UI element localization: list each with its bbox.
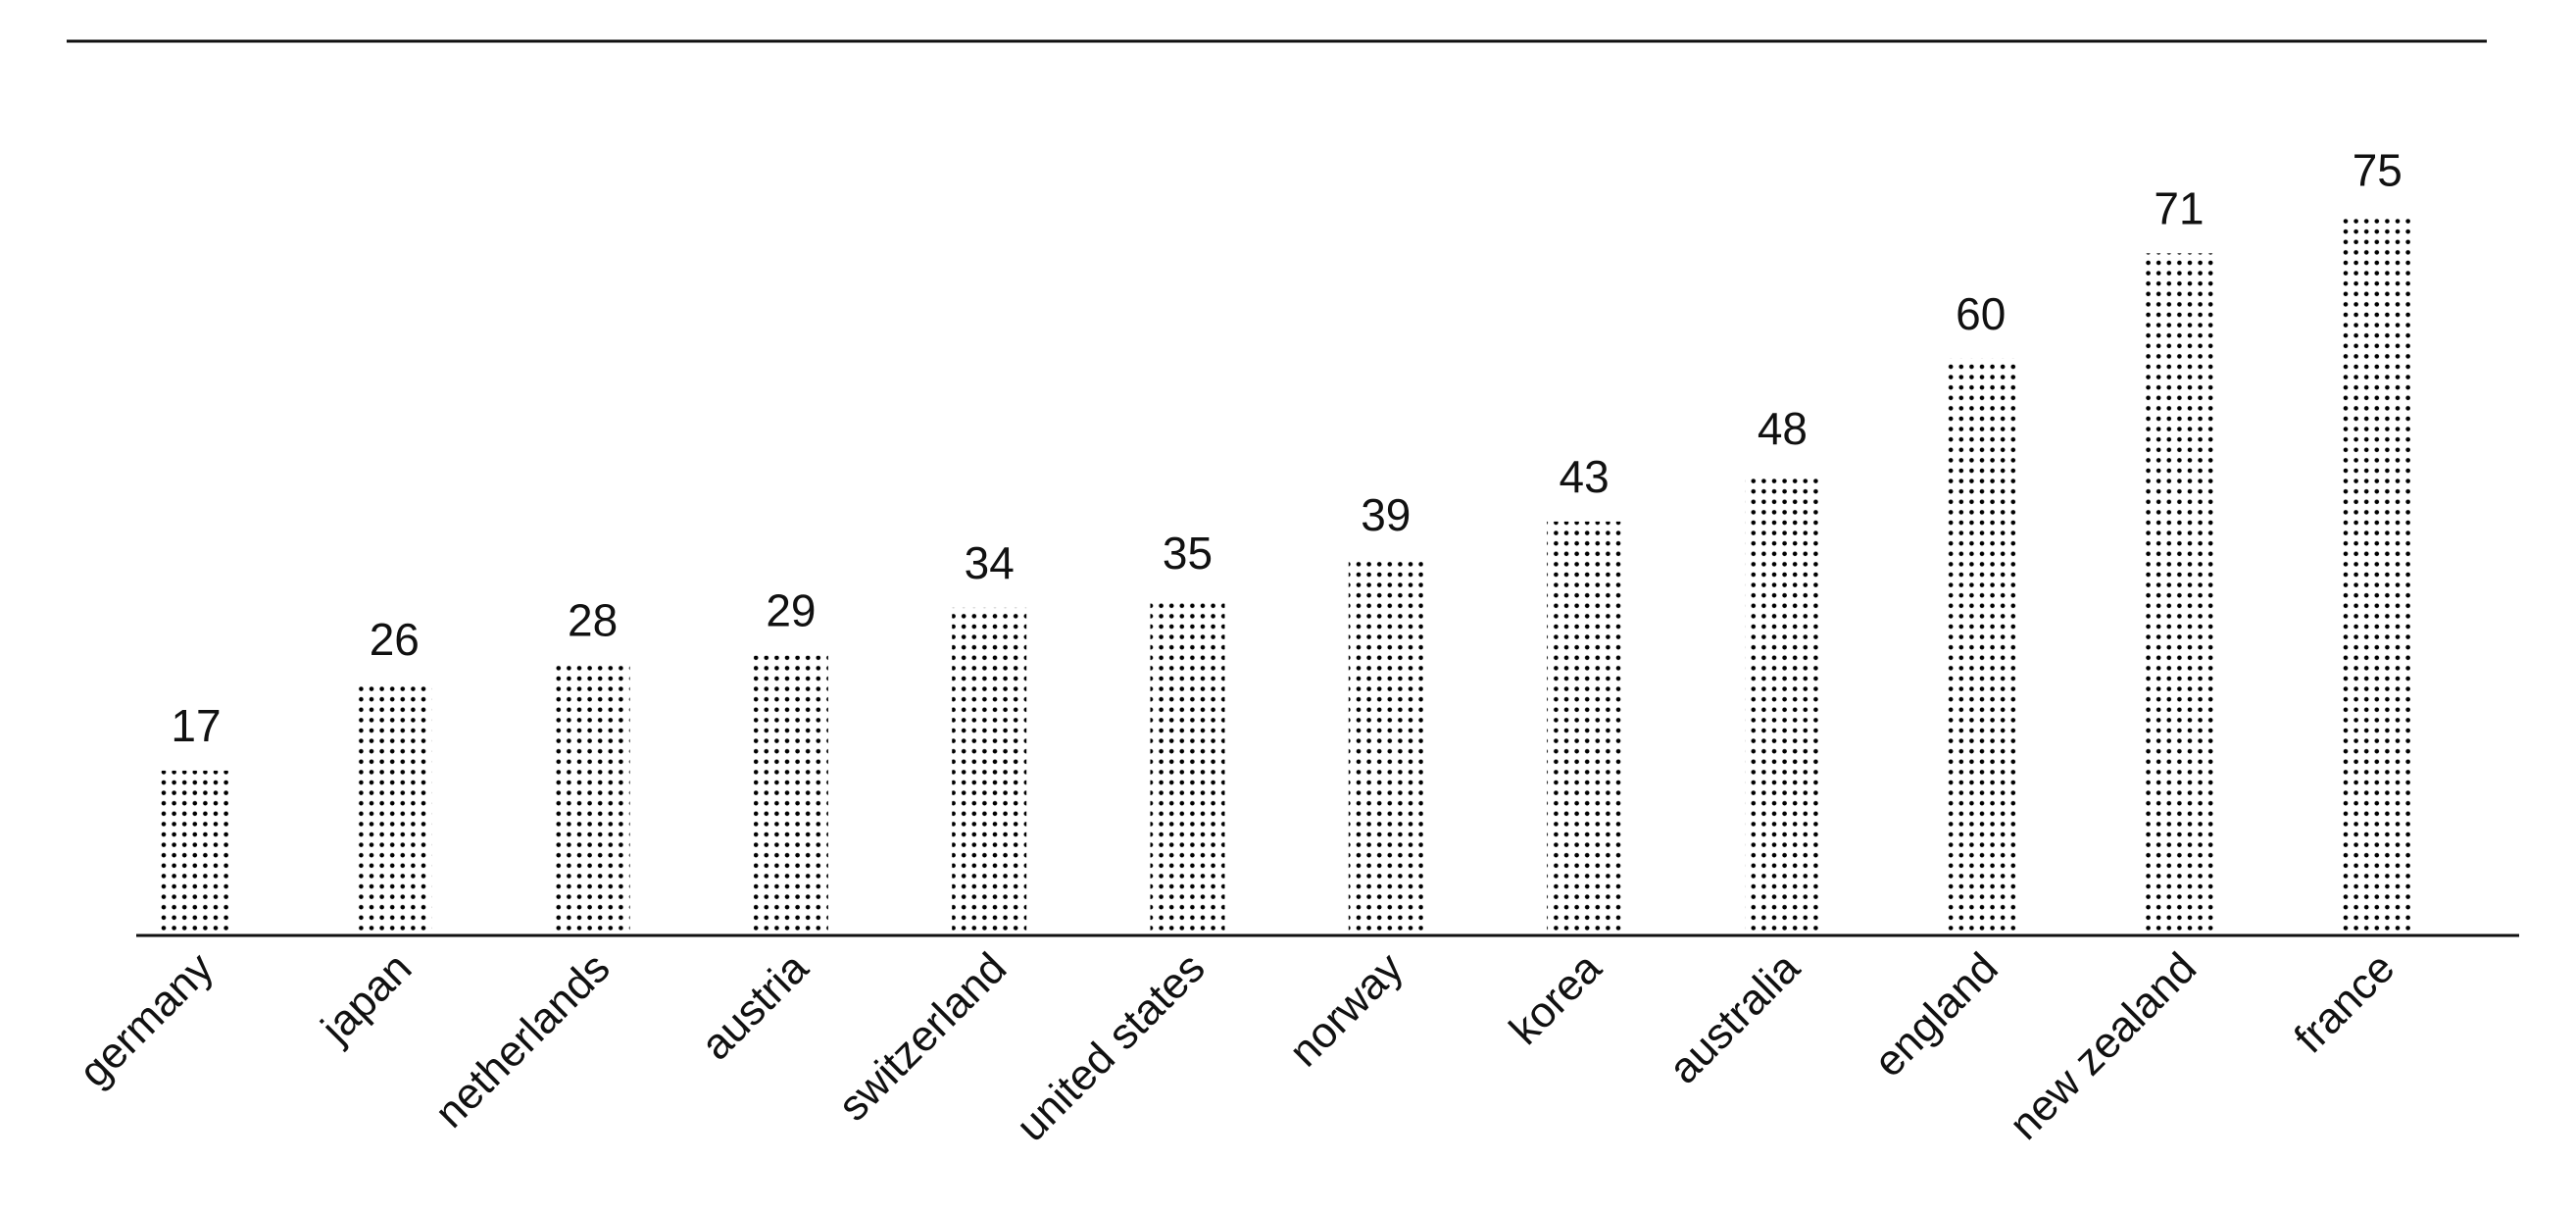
- value-label: 43: [1560, 451, 1610, 502]
- bar-england: [1943, 358, 2018, 933]
- category-label: germany: [70, 943, 223, 1096]
- category-label: england: [1864, 943, 2006, 1085]
- bar-norway: [1348, 559, 1423, 933]
- value-label: 48: [1758, 403, 1808, 454]
- bar-united-states: [1150, 598, 1225, 933]
- bar-japan: [357, 683, 432, 933]
- value-label: 26: [370, 614, 420, 665]
- category-label: japan: [311, 943, 421, 1053]
- bar-germany: [159, 770, 233, 933]
- bar-switzerland: [952, 607, 1027, 933]
- value-label: 35: [1163, 528, 1213, 579]
- category-label: united states: [1007, 943, 1214, 1150]
- category-label: france: [2285, 943, 2403, 1062]
- category-label: australia: [1660, 943, 1809, 1093]
- value-label: 39: [1361, 489, 1411, 540]
- bar-france: [2340, 215, 2415, 933]
- bar-australia: [1745, 474, 1820, 933]
- category-label: austria: [692, 943, 817, 1069]
- value-label: 29: [766, 585, 816, 636]
- bar-new-zealand: [2142, 253, 2216, 934]
- bar-netherlands: [555, 665, 630, 933]
- category-label: switzerland: [829, 943, 1016, 1130]
- value-label: 60: [1956, 288, 2006, 339]
- value-label: 28: [568, 594, 618, 645]
- category-label: korea: [1501, 943, 1611, 1054]
- value-label: 17: [171, 700, 221, 751]
- bar-austria: [753, 655, 828, 933]
- category-label: netherlands: [425, 943, 619, 1136]
- category-label: new zealand: [2001, 943, 2205, 1148]
- value-label: 71: [2154, 182, 2204, 233]
- value-label: 75: [2353, 144, 2403, 195]
- bar-korea: [1547, 521, 1622, 933]
- category-label: norway: [1280, 943, 1412, 1076]
- value-label: 34: [965, 537, 1015, 588]
